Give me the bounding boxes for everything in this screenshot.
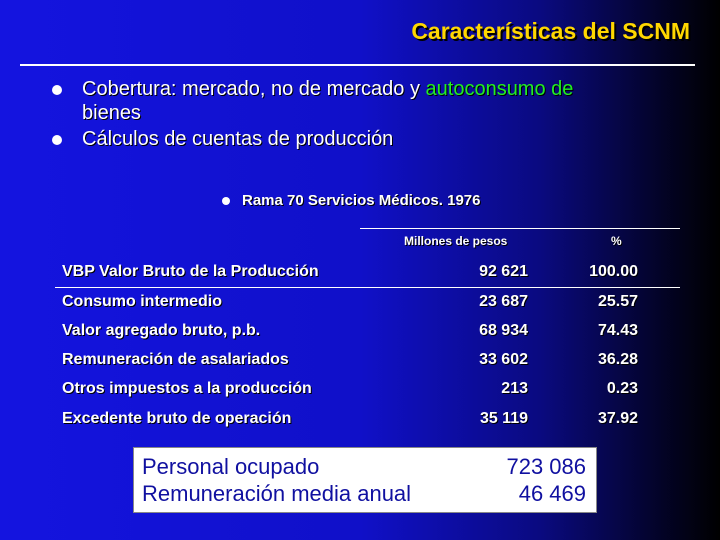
title-divider	[20, 64, 695, 66]
remuneration-label: Remuneración media anual	[142, 481, 412, 506]
personal-value: 723 086	[506, 454, 586, 479]
row-value: 23 687	[479, 293, 528, 310]
total-row-divider	[55, 287, 680, 288]
personal-label: Personal ocupado	[142, 454, 320, 479]
row-value: 68 934	[479, 322, 528, 339]
header-divider	[360, 228, 680, 229]
row-value: 213	[501, 380, 528, 397]
bullet-dot-icon	[52, 135, 62, 145]
row-label: Otros impuestos a la producción	[62, 380, 312, 397]
bullet-list: Cobertura: mercado, no de mercado y auto…	[52, 77, 702, 153]
bullet-coverage-prefix: Cobertura: mercado, no de mercado y	[82, 78, 426, 100]
row-label: Consumo intermedio	[62, 293, 223, 310]
row-pct: 37.92	[597, 410, 638, 427]
bullet-coverage: Cobertura: mercado, no de mercado y auto…	[52, 77, 702, 125]
row-value: 92 621	[479, 263, 528, 280]
bullet-dot-icon	[222, 197, 230, 205]
row-label: Valor agregado bruto, p.b.	[62, 322, 261, 339]
row-pct: 25.57	[597, 293, 638, 310]
slide-title: Características del SCNM	[411, 18, 690, 44]
subbullet-rama: Rama 70 Servicios Médicos. 1976	[222, 192, 480, 209]
summary-box: Personal ocupado 723 086 Remuneración me…	[133, 447, 597, 513]
subbullet-text: Rama 70 Servicios Médicos. 1976	[242, 192, 481, 209]
row-value: 35 119	[479, 410, 528, 427]
row-label: Excedente bruto de operación	[62, 410, 292, 427]
row-value: 33 602	[479, 351, 528, 368]
remuneration-value: 46 469	[518, 481, 586, 506]
row-pct: 0.23	[606, 380, 638, 397]
row-pct: 100.00	[589, 263, 638, 280]
bullet-coverage-suffix: bienes	[82, 102, 141, 124]
column-header-pct: %	[611, 234, 622, 248]
row-label: Remuneración de asalariados	[62, 351, 289, 368]
bullet-accounts-text: Cálculos de cuentas de producción	[82, 128, 394, 150]
row-pct: 74.43	[597, 322, 638, 339]
bullet-coverage-highlight: autoconsumo de	[425, 78, 574, 100]
bullet-dot-icon	[52, 85, 62, 95]
bullet-accounts: Cálculos de cuentas de producción	[52, 127, 702, 151]
row-pct: 36.28	[597, 351, 638, 368]
column-header-value: Millones de pesos	[404, 234, 508, 248]
row-label: VBP Valor Bruto de la Producción	[62, 263, 319, 280]
